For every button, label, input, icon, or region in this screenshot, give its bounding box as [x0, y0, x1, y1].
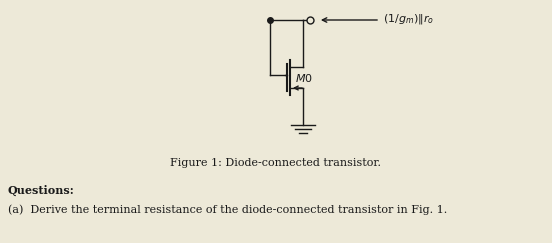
Text: $M0$: $M0$: [295, 71, 313, 84]
Text: Questions:: Questions:: [8, 184, 75, 196]
Text: (a)  Derive the terminal resistance of the diode-connected transistor in Fig. 1.: (a) Derive the terminal resistance of th…: [8, 205, 447, 215]
Text: Figure 1: Diode-connected transistor.: Figure 1: Diode-connected transistor.: [171, 158, 381, 168]
Text: $(1/g_m)\Vert r_o$: $(1/g_m)\Vert r_o$: [383, 12, 434, 26]
